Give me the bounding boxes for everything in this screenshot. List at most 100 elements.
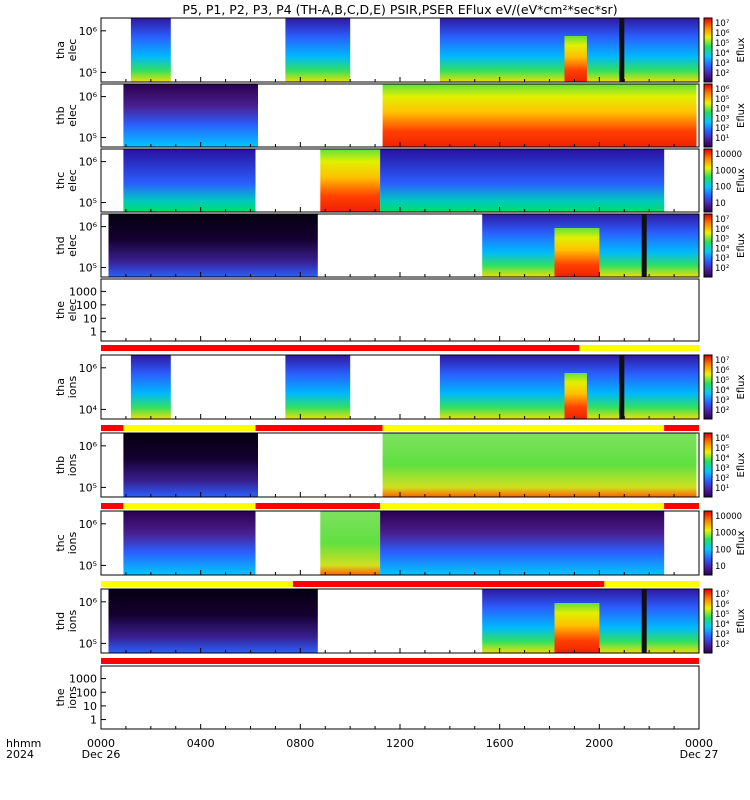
panel-thb-elec-colorbar-tick-5: 10¹	[715, 134, 729, 144]
panel-tha-elec-segment-1	[285, 18, 351, 82]
panel-thd-ions-colorbar-tick-4: 10³	[715, 630, 729, 640]
panel-tha-elec-colorbar-tick-4: 10³	[715, 59, 729, 69]
panel-thc-ions-colorbar-tick-0: 10000	[715, 512, 742, 522]
panel-the-elec-ytick-label-1: 100	[76, 299, 97, 312]
panel-thb-elec-segment-0	[123, 84, 259, 147]
status-bar-3	[101, 581, 699, 587]
panel-the-elec-ytick-label-0: 1000	[69, 285, 97, 298]
panel-tha-elec-colorbar-tick-0: 10⁷	[715, 19, 730, 29]
panel-tha-ions-colorbar-tick-1: 10⁶	[715, 366, 730, 376]
panel-thd-elec-hot-region	[554, 228, 600, 277]
panel-thd-elec-segment-0	[108, 214, 318, 277]
status-bar-2	[101, 503, 699, 509]
panel-thc-elec-colorbar-tick-0: 10000	[715, 150, 742, 160]
panel-thb-elec-colorbar-tick-2: 10⁴	[715, 105, 730, 115]
panel-tha-ions-colorbar	[703, 354, 713, 420]
panel-tha-ions-colorbar-tick-0: 10⁷	[715, 356, 730, 366]
panel-tha-ions-ytick-label-1: 10⁴	[79, 403, 98, 416]
panel-thb-ions-segment-1	[382, 433, 697, 497]
panel-thc-ions-ylabel-1: thc	[54, 534, 67, 551]
panel-thc-elec-ytick-label-0: 10⁶	[79, 156, 98, 169]
x-axis-row-label-hhmm: hhmm	[6, 737, 41, 750]
x-tick-label-2: 0800	[286, 737, 314, 750]
x-axis: hhmm 2024 0000 0400 0800 1200 1600 2000 0000 D…	[6, 737, 718, 761]
panel-tha-ions-dark-band	[619, 355, 625, 419]
x-date-label-start: Dec 26	[82, 748, 121, 761]
panel-thb-elec-colorbar-label: Eflux	[736, 103, 747, 128]
panel-thc-elec-colorbar-tick-3: 10	[715, 199, 726, 209]
status-bar-0-segment-0	[101, 345, 580, 351]
status-bar-0	[101, 345, 699, 351]
panel-thb-ions-colorbar-tick-2: 10⁴	[715, 454, 730, 464]
panel-thb-ions-segment-0	[123, 433, 259, 497]
panel-tha-elec-hot-region	[564, 36, 587, 82]
status-bar-1	[101, 425, 699, 431]
x-tick-label-1: 0400	[187, 737, 215, 750]
panel-thd-ions-colorbar-tick-3: 10⁴	[715, 620, 730, 630]
panel-tha-elec-colorbar-tick-5: 10²	[715, 69, 729, 79]
panel-thb-ions-colorbar-label: Eflux	[736, 452, 747, 477]
panel-thd-ions-colorbar-label: Eflux	[736, 608, 747, 633]
panel-thd-ions-colorbar-tick-5: 10²	[715, 640, 729, 650]
panel-the-ions-ytick-label-1: 100	[76, 686, 97, 699]
panel-thb-ions-colorbar-tick-1: 10⁵	[715, 444, 729, 454]
panel-thd-ions-ylabel-1: thd	[54, 612, 67, 630]
panel-thd-elec-colorbar-tick-5: 10²	[715, 264, 729, 274]
status-bar-0-segment-1	[579, 345, 699, 351]
panel-thc-ions-colorbar	[703, 510, 713, 576]
status-bar-3-segment-0	[101, 581, 293, 587]
panel-the-ions-ytick-label-3: 1	[90, 714, 97, 727]
panel-tha-ions-segment-1	[285, 355, 351, 419]
panel-thd-ions-ytick-label-1: 10⁵	[79, 637, 97, 650]
panel-thc-ions-segment-1	[320, 511, 381, 575]
panel-the-elec-ylabel-2: elec	[66, 299, 79, 322]
panel-thb-elec-ylabel-1: thb	[54, 106, 67, 124]
panel-the-ions-frame	[100, 665, 700, 730]
panel-thb-elec-ylabel-2: elec	[66, 104, 79, 127]
panel-thc-elec: 10⁶ 10⁵ thc elec 10000 1000 100 10 Eflux	[54, 148, 747, 213]
panel-tha-ions-colorbar-tick-2: 10⁵	[715, 376, 729, 386]
panel-thd-elec-colorbar-tick-2: 10⁵	[715, 235, 729, 245]
panel-the-elec-ylabel-1: the	[54, 301, 67, 319]
panel-tha-ions-ylabel-1: tha	[54, 378, 67, 396]
panel-thd-elec-colorbar-tick-3: 10⁴	[715, 244, 730, 254]
status-bar-1-segment-0	[101, 425, 124, 431]
panel-thd-ions-colorbar-tick-0: 10⁷	[715, 590, 730, 600]
status-bar-1-segment-1	[123, 425, 256, 431]
x-tick-label-6: 0000	[685, 737, 713, 750]
panel-tha-elec-dark-band	[619, 18, 625, 82]
panel-thb-ions-ytick-label-1: 10⁵	[79, 481, 97, 494]
panel-thd-ions-dark-band	[641, 589, 647, 653]
x-axis-row-label-year: 2024	[6, 748, 34, 761]
panel-thd-ions-colorbar-tick-1: 10⁶	[715, 600, 730, 610]
panel-thc-ions-colorbar-tick-2: 100	[715, 545, 731, 555]
panel-thb-ions-colorbar	[703, 432, 713, 498]
panel-thb-ions-ylabel-1: thb	[54, 456, 67, 474]
panel-tha-ions-ylabel-2: ions	[66, 375, 79, 398]
chart-title: P5, P1, P2, P3, P4 (TH-A,B,C,D,E) PSIR,P…	[182, 2, 617, 17]
panel-thb-ions-colorbar-tick-5: 10¹	[715, 484, 729, 494]
panel-thc-ions-ytick-label-1: 10⁵	[79, 559, 97, 572]
x-tick-label-4: 1600	[486, 737, 514, 750]
x-tick-labels: 0000 0400 0800 1200 1600 2000 0000	[87, 737, 713, 750]
panel-tha-elec-colorbar-tick-3: 10⁴	[715, 49, 730, 59]
panel-thd-elec-ytick-label-1: 10⁵	[79, 262, 97, 275]
panel-the-ions-ytick-label-0: 1000	[69, 673, 97, 686]
panel-thc-elec-colorbar-label: Eflux	[736, 168, 747, 193]
status-bar-2-segment-1	[123, 503, 256, 509]
panel-thc-elec-segment-2	[380, 149, 665, 212]
panel-tha-elec-colorbar-tick-2: 10⁵	[715, 39, 729, 49]
panel-tha-elec-ylabel-1: tha	[54, 41, 67, 59]
panel-thd-elec-colorbar-tick-0: 10⁷	[715, 215, 730, 225]
panel-the-elec-ytick-label-2: 10	[83, 312, 97, 325]
panel-thb-elec-colorbar-tick-3: 10³	[715, 114, 729, 124]
panel-tha-ions-colorbar-tick-5: 10²	[715, 406, 729, 416]
